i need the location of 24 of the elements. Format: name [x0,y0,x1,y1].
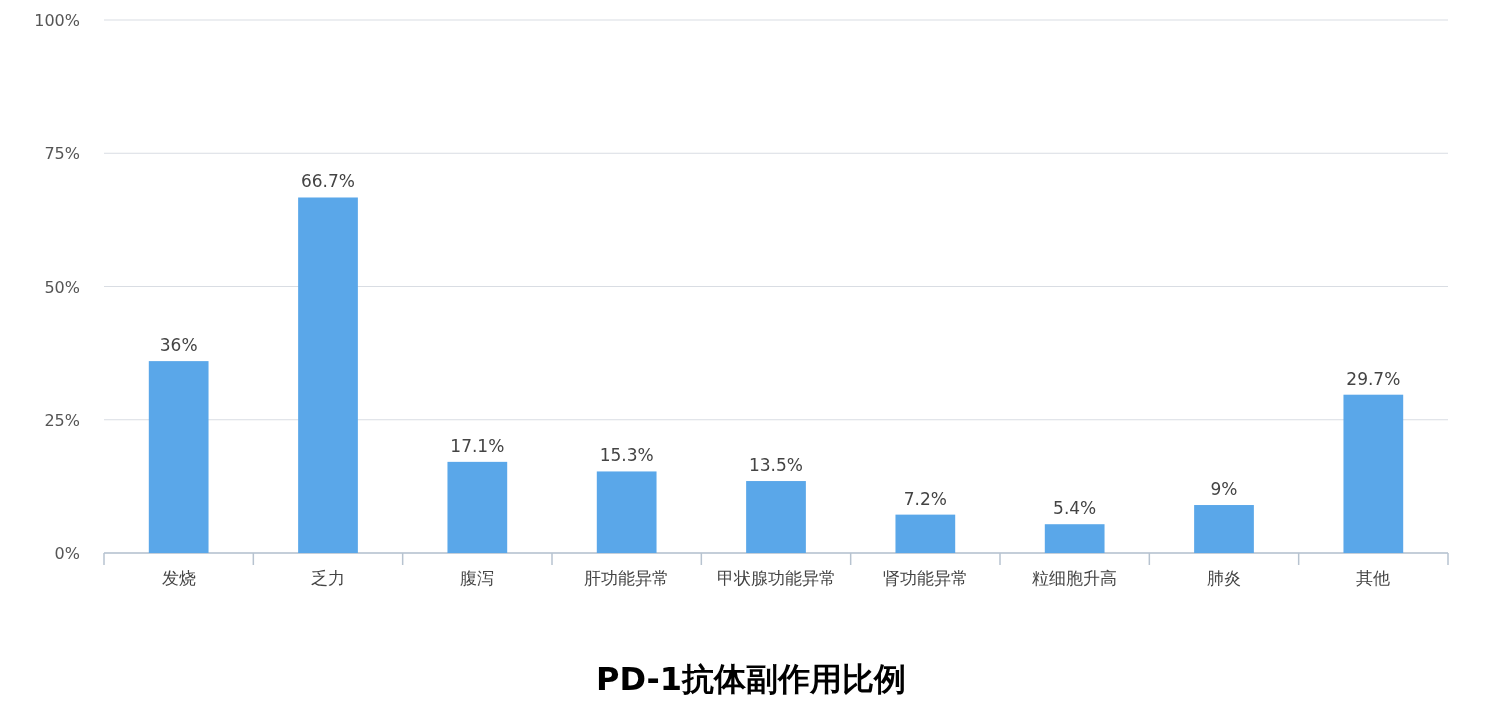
data-label: 29.7% [1346,368,1401,389]
x-tick-label: 粒细胞升高 [1032,568,1118,588]
x-tick-label: 肺炎 [1207,568,1241,588]
text: PD-1抗体副作用比例 [595,660,907,698]
data-label: 13.5% [748,455,804,476]
x-tick-label: 肝功能异常 [584,568,670,588]
data-label: 7.2% [903,488,947,509]
y-tick-label: 100% [34,11,80,30]
data-label: 15.3% [599,445,654,466]
y-tick-label: 75% [44,144,80,164]
x-tick-label: 乏力 [311,568,345,588]
x-tick-label: 甲状腺功能异常 [716,568,836,588]
data-label: 66.7% [300,171,356,192]
data-label: 5.4% [1053,498,1097,519]
data-label: 36% [159,335,198,356]
data-label: 17.1% [450,435,505,456]
y-tick-label: 50% [44,277,80,297]
y-tick-label: 25% [44,410,80,430]
x-tick-label: 其他 [1356,568,1391,588]
x-tick-label: 发烧 [161,568,196,588]
y-tick-label: 0% [54,544,80,563]
x-tick-label: 腹泻 [460,568,495,588]
data-label: 9% [1210,479,1238,500]
x-tick-label: 肾功能异常 [882,568,968,588]
